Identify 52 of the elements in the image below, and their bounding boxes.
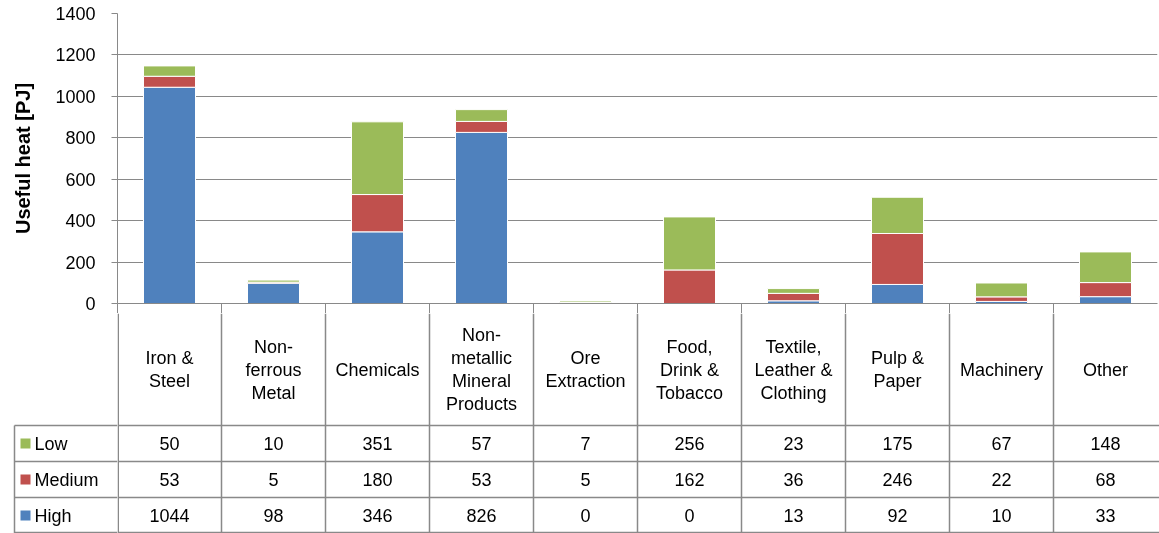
data-label: 5 (580, 470, 591, 490)
y-tick-label: 0 (85, 294, 96, 314)
x-tick-label: Non-metallic Mineral Products (445, 325, 518, 414)
data-label: 180 (362, 470, 393, 490)
x-tick-label: Textile, Leather & Clothing (754, 336, 833, 403)
data-label: 10 (263, 434, 284, 454)
x-tick-label: Food, Drink & Tobacco (655, 336, 724, 403)
data-label: 98 (263, 506, 284, 526)
data-label: 7 (580, 434, 591, 454)
y-tick-label: 1200 (55, 45, 96, 66)
legend-label: Low (34, 433, 69, 454)
data-label: 256 (674, 434, 705, 454)
data-label: 246 (882, 470, 913, 490)
data-label: 33 (1095, 506, 1116, 526)
legend-label: High (34, 505, 72, 526)
x-tick-label: Pulp & Paper (870, 348, 925, 391)
y-tick-label: 200 (65, 252, 96, 273)
data-label: 5 (268, 470, 279, 490)
x-tick-label: Iron & Steel (145, 348, 194, 391)
data-label: 1044 (149, 506, 190, 526)
data-label: 53 (471, 470, 492, 490)
data-label: 0 (580, 506, 591, 526)
x-tick-label: Other (1082, 359, 1129, 380)
data-label: 22 (991, 470, 1012, 490)
data-label: 10 (991, 506, 1012, 526)
y-tick-label: 1000 (55, 86, 96, 107)
data-label: 162 (674, 470, 705, 490)
data-label: 0 (684, 506, 695, 526)
data-label: 346 (362, 506, 393, 526)
x-tick-label: Non-ferrous Metal (245, 336, 302, 403)
y-tick-label: 800 (65, 128, 96, 149)
legend-label: Medium (34, 469, 99, 490)
data-label: 36 (783, 470, 804, 490)
data-label: 148 (1090, 434, 1121, 454)
y-tick-label: 400 (65, 211, 96, 232)
data-label: 57 (471, 434, 492, 454)
data-label: 53 (159, 470, 180, 490)
x-tick-label: Chemicals (335, 359, 420, 380)
data-label: 92 (887, 506, 908, 526)
data-label: 826 (466, 506, 497, 526)
data-label: 68 (1095, 470, 1116, 490)
data-label: 175 (882, 434, 913, 454)
data-label: 13 (783, 506, 804, 526)
data-label: 67 (991, 434, 1012, 454)
y-tick-label: 1400 (55, 4, 96, 24)
x-tick-label: Machinery (959, 359, 1044, 380)
data-label: 23 (783, 434, 804, 454)
y-axis-title: Useful heat [PJ] (12, 82, 35, 235)
data-label: 351 (362, 434, 393, 454)
data-label: 50 (159, 434, 180, 454)
x-tick-label: Ore Extraction (545, 348, 626, 391)
y-tick-label: 600 (65, 169, 96, 190)
